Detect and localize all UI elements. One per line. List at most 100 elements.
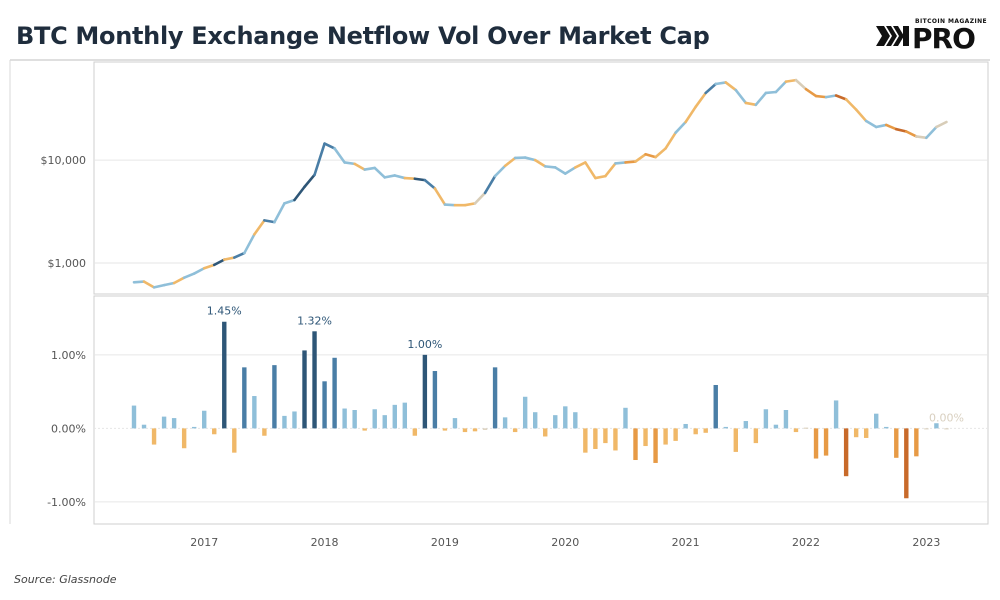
- netflow-bar: [573, 412, 578, 429]
- price-line-segment: [303, 173, 316, 189]
- netflow-bar: [402, 402, 408, 429]
- price-line-segment: [764, 90, 778, 95]
- price-line-segment: [574, 161, 587, 169]
- price-line-segment: [543, 165, 557, 169]
- netflow-data-label: 1.00%: [407, 338, 442, 351]
- price-line-segment: [463, 202, 477, 207]
- netflow-bar: [773, 424, 779, 429]
- price-line-segment: [784, 78, 798, 83]
- netflow-bar: [914, 428, 919, 457]
- price-line-segment: [594, 174, 607, 180]
- netflow-bar: [392, 404, 397, 429]
- netflow-bar: [703, 428, 708, 433]
- netflow-bar: [793, 428, 799, 433]
- upper-panel-frame: [93, 61, 989, 295]
- price-line-segment: [473, 191, 487, 205]
- netflow-bar: [442, 428, 448, 431]
- netflow-bar: [362, 428, 367, 431]
- netflow-bar: [823, 428, 829, 456]
- netflow-bar: [292, 411, 297, 429]
- price-line-segment: [694, 91, 708, 109]
- price-line-segment: [774, 80, 788, 94]
- netflow-bar: [693, 428, 698, 435]
- price-line-segment: [483, 174, 497, 195]
- price-line-segment: [493, 164, 507, 178]
- price-line-segment: [293, 185, 306, 202]
- netflow-bar: [833, 400, 839, 429]
- netflow-bar: [332, 357, 337, 429]
- year-tick-label: 2022: [792, 536, 820, 549]
- year-tick-label: 2021: [672, 536, 700, 549]
- logo-stripes-icon: [876, 26, 909, 46]
- year-tick-label: 2018: [311, 536, 339, 549]
- price-line-segment: [533, 158, 547, 168]
- netflow-bar: [452, 418, 458, 429]
- price-line-segment: [423, 178, 437, 190]
- bitcoin-magazine-pro-logo: [876, 20, 988, 54]
- price-line-segment: [162, 281, 176, 287]
- price-line-segment: [874, 123, 888, 129]
- netflow-bar: [222, 321, 227, 429]
- price-line-segment: [804, 87, 818, 98]
- netflow-bar: [492, 367, 498, 429]
- netflow-tick-label: 0.00%: [51, 422, 86, 435]
- price-line-segment: [413, 177, 427, 182]
- price-line-segment: [864, 119, 878, 129]
- lower-panel-frame: [93, 295, 989, 525]
- price-line-segment: [403, 176, 417, 181]
- price-line-segment: [202, 263, 216, 270]
- netflow-bar: [813, 428, 819, 459]
- price-line-segment: [172, 276, 186, 285]
- netflow-bar: [372, 409, 377, 429]
- price-line-segment: [704, 82, 718, 95]
- netflow-bar: [673, 428, 678, 441]
- netflow-bar: [161, 416, 167, 429]
- price-line-segment: [624, 160, 637, 164]
- price-line-segment: [142, 280, 156, 289]
- netflow-bar: [462, 428, 468, 433]
- netflow-bar: [482, 428, 488, 430]
- netflow-bar: [151, 428, 157, 445]
- netflow-bar: [623, 407, 628, 429]
- netflow-tick-label: 1.00%: [51, 349, 86, 362]
- price-line-segment: [844, 98, 858, 111]
- netflow-bar: [663, 428, 668, 445]
- netflow-bar: [522, 396, 528, 429]
- netflow-bar: [181, 428, 187, 449]
- netflow-bar: [904, 428, 909, 499]
- source-note: Source: Glassnode: [14, 573, 117, 586]
- netflow-bar: [874, 413, 879, 429]
- price-line-segment: [794, 78, 808, 91]
- netflow-bar: [683, 423, 688, 429]
- netflow-data-label: 1.32%: [297, 314, 332, 327]
- price-line-segment: [283, 198, 296, 205]
- netflow-bar: [723, 426, 728, 429]
- netflow-bar: [633, 428, 638, 461]
- price-line-segment: [243, 233, 256, 255]
- price-line-segment: [814, 94, 828, 99]
- netflow-bar: [743, 421, 749, 429]
- chart-title: BTC Monthly Exchange Netflow Vol Over Ma…: [16, 22, 710, 50]
- year-tick-label: 2023: [912, 536, 940, 549]
- netflow-bar: [613, 428, 618, 451]
- netflow-bar: [322, 381, 327, 429]
- netflow-data-label: 1.45%: [207, 305, 242, 318]
- price-line-segment: [614, 161, 627, 165]
- netflow-bar: [733, 428, 738, 452]
- netflow-bar: [763, 409, 769, 429]
- netflow-bar: [191, 426, 197, 429]
- year-tick-label: 2019: [431, 536, 459, 549]
- netflow-bar: [713, 384, 718, 429]
- price-line-segment: [915, 135, 928, 140]
- netflow-bar: [603, 428, 608, 444]
- year-tick-label: 2020: [551, 536, 579, 549]
- netflow-bar: [502, 417, 508, 429]
- price-line-segment: [363, 166, 377, 171]
- price-line-segment: [132, 280, 146, 284]
- netflow-bar: [533, 412, 538, 429]
- netflow-bar: [131, 405, 137, 429]
- netflow-bar: [232, 428, 237, 453]
- price-line-segment: [192, 266, 206, 275]
- price-line-segment: [654, 147, 667, 159]
- netflow-bar: [934, 423, 939, 429]
